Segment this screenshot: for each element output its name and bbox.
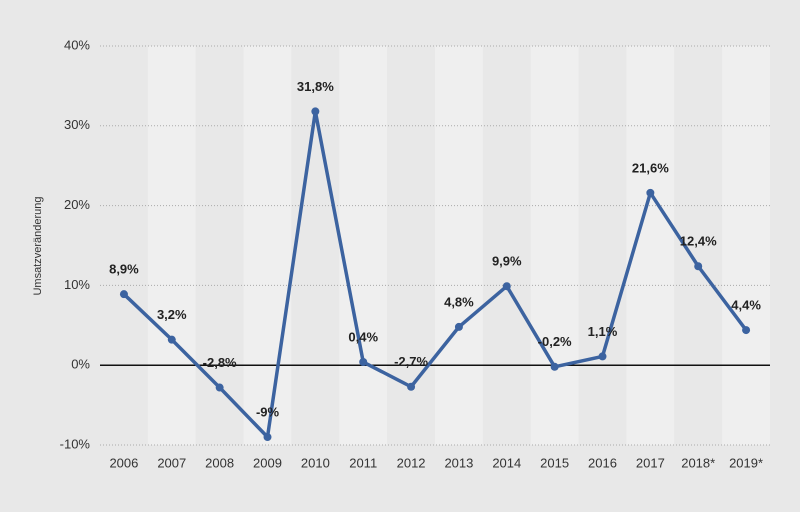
point [694,262,703,271]
band [482,46,531,445]
value-label: 9,9% [492,254,522,269]
x-tick-label: 2012 [397,455,426,470]
y-tick-label: 20% [64,197,90,212]
x-tick-label: 2014 [492,455,521,470]
point [119,290,128,299]
value-label: -2,8% [203,355,237,370]
value-label: 12,4% [680,234,717,249]
value-label: 31,8% [297,79,334,94]
point [167,335,176,344]
x-tick-label: 2018* [681,455,715,470]
bands [100,46,770,445]
band [195,46,244,445]
value-label: 3,2% [157,307,187,322]
value-label: -0,2% [538,334,572,349]
value-label: 21,6% [632,160,669,175]
y-tick-label: 0% [71,357,90,372]
x-tick-label: 2007 [157,455,186,470]
x-tick-label: 2008 [205,455,234,470]
band [674,46,723,445]
point [646,188,655,197]
x-tick-label: 2017 [636,455,665,470]
point [742,326,751,335]
band [435,46,483,445]
band [243,46,292,445]
value-label: 1,1% [588,324,618,339]
point [407,382,416,391]
y-tick-label: 30% [64,117,90,132]
value-label: -2,7% [394,354,428,369]
line [122,109,748,439]
x-tick-label: 2006 [109,455,138,470]
band [578,46,627,445]
band [530,46,579,445]
y-axis-label: Umsatzveränderung [32,196,44,295]
point [311,107,320,116]
x-tick-label: 2010 [301,455,330,470]
y-tick-label: 10% [64,277,90,292]
value-label: 4,4% [731,298,761,313]
band [100,46,148,445]
x-tick-label: 2015 [540,455,569,470]
y-tick-label: 40% [64,37,90,52]
point [502,282,511,291]
x-tick-label: 2016 [588,455,617,470]
x-tick-label: 2009 [253,455,282,470]
value-label: 8,9% [109,262,139,277]
value-label: 4,8% [444,294,474,309]
x-tick-label: 2019* [729,455,763,470]
value-label: 0,4% [348,329,378,344]
point [263,433,272,442]
value-label: -9% [256,404,280,419]
y-tick-label: -10% [60,436,91,451]
point [215,383,224,392]
x-tick-label: 2011 [349,455,377,470]
point [550,362,559,371]
band [339,46,388,445]
band [722,46,770,445]
point [359,358,368,367]
point [454,322,463,331]
x-tick-label: 2013 [444,455,473,470]
band [147,46,196,445]
point [598,352,607,361]
band [291,46,340,445]
